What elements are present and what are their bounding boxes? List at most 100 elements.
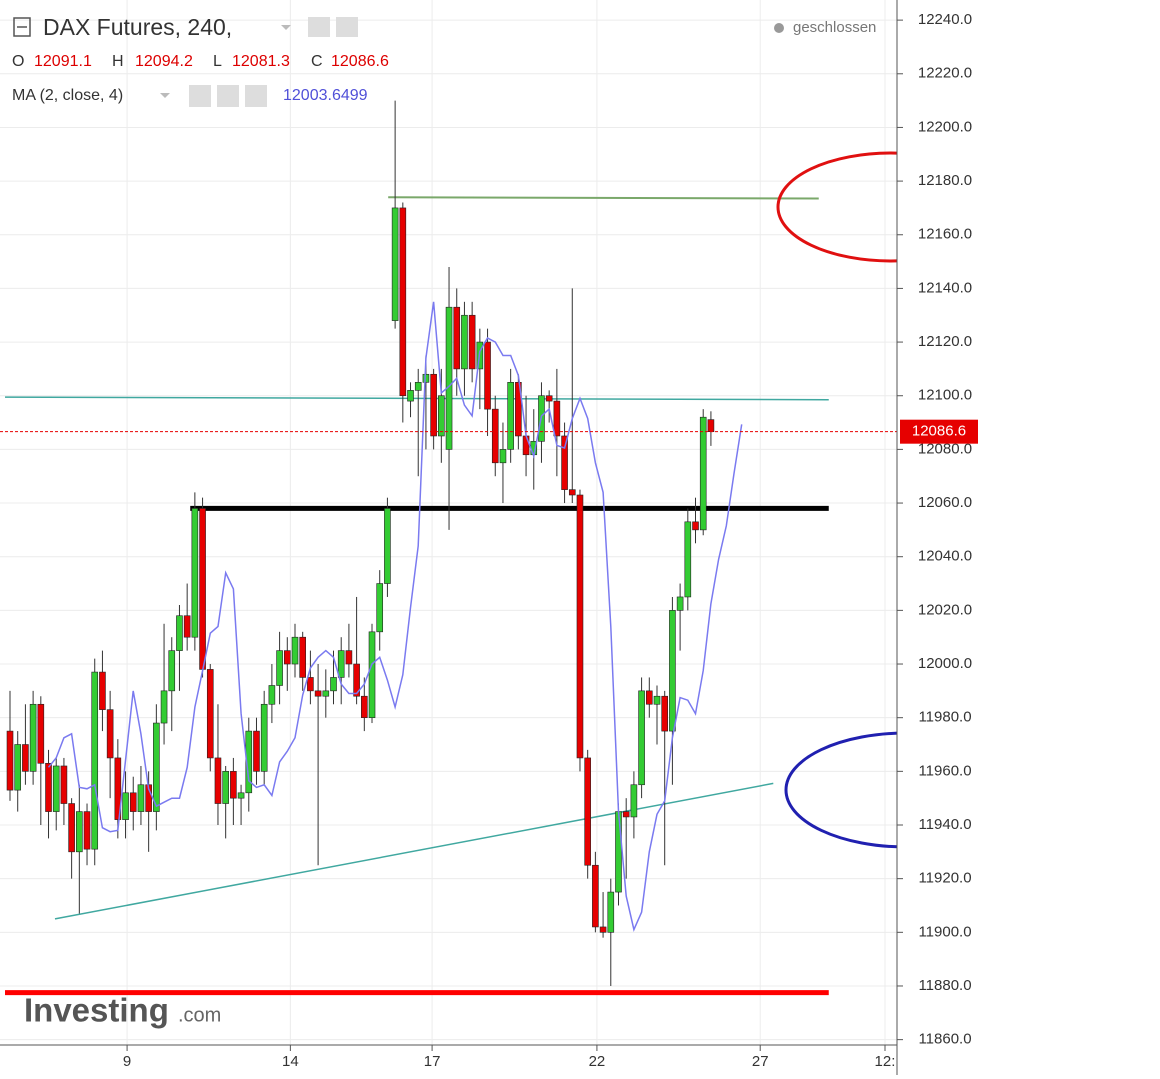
candle-body: [137, 784, 145, 812]
settings-icon[interactable]: [217, 85, 239, 107]
candle-body: [414, 382, 422, 391]
y-tick-label: 12000.0: [918, 655, 972, 672]
ohlc-letter: C: [311, 53, 323, 70]
candle-body: [52, 765, 60, 812]
candle-body: [692, 521, 699, 531]
candle-body: [283, 650, 291, 665]
candle-body: [6, 730, 14, 791]
y-tick-label: 11960.0: [918, 762, 971, 779]
candle-body: [345, 650, 353, 665]
ohlc-letter: O: [12, 53, 24, 70]
legend-entry: MA (2, close, 4): [12, 87, 123, 104]
candle-body: [91, 671, 99, 850]
settings-icon[interactable]: [336, 17, 358, 37]
candle-body: [199, 508, 206, 670]
status-dot: [774, 23, 784, 33]
y-tick-label: 12080.0: [918, 440, 972, 457]
grid: [0, 0, 897, 1045]
trend-line: [388, 196, 819, 200]
x-tick-label: 9: [123, 1053, 131, 1070]
candle-body: [468, 314, 476, 370]
candle-body: [99, 671, 106, 710]
y-tick-label: 12120.0: [918, 333, 972, 350]
candle-body: [206, 669, 214, 759]
axes: 11860.0 11880.0 11900.0 11920.0 11940.0 11960…: [123, 11, 978, 1070]
candle-body: [499, 449, 507, 464]
candle-body: [160, 690, 168, 724]
candle-body: [484, 341, 491, 410]
ohlc-letter: H: [112, 53, 124, 70]
candle-body: [183, 615, 191, 638]
y-tick-label: 12060.0: [918, 494, 972, 511]
watermark: .com: [178, 1004, 221, 1026]
candle-body: [253, 730, 260, 772]
candle-body: [615, 811, 622, 893]
candle-body: [29, 703, 37, 772]
ma-line: [47, 301, 743, 932]
candle-body: [376, 583, 384, 633]
candle-body: [22, 744, 29, 772]
candle-body: [576, 494, 584, 759]
candle-body: [291, 636, 299, 665]
y-tick-label: 11880.0: [918, 977, 971, 994]
candle-body: [76, 811, 83, 853]
ohlc-value: 12086.6: [331, 53, 389, 70]
x-tick-label: 14: [282, 1053, 299, 1070]
ohlc-letter: L: [213, 53, 222, 70]
ohlc-value: 12091.1: [34, 53, 92, 70]
y-tick-label: 11860.0: [918, 1031, 971, 1048]
candle-body: [622, 811, 630, 818]
candle-body: [361, 695, 368, 718]
dropdown-icon[interactable]: [281, 25, 291, 30]
plot: [0, 100, 897, 986]
dropdown-icon[interactable]: [160, 93, 170, 98]
ohlc-value: 12081.3: [232, 53, 290, 70]
candle-body: [230, 771, 237, 799]
candle-body: [592, 864, 599, 928]
close-icon[interactable]: [245, 85, 267, 107]
y-tick-label: 12140.0: [918, 279, 972, 296]
trend-line: [54, 782, 774, 920]
candle-body: [60, 765, 68, 804]
candle-body: [129, 792, 137, 812]
candle-body: [299, 636, 306, 678]
candle-body: [453, 306, 461, 370]
candle-body: [461, 314, 468, 370]
candle-body: [553, 400, 561, 437]
candle-body: [168, 650, 176, 692]
candle-body: [237, 792, 245, 799]
candle-body: [407, 390, 414, 402]
candle-body: [276, 650, 283, 686]
y-tick-label: 12200.0: [918, 118, 972, 135]
candle-body: [114, 757, 122, 820]
candle-body: [438, 395, 445, 437]
axis-background: [897, 0, 1160, 1079]
candle-body: [260, 703, 268, 772]
candle-body: [630, 784, 638, 818]
candle-body: [522, 435, 530, 456]
candle-body: [384, 508, 391, 584]
candle-body: [245, 730, 253, 794]
eye-icon[interactable]: [308, 17, 330, 37]
eye-icon[interactable]: [189, 85, 211, 107]
y-tick-label: 11980.0: [918, 709, 971, 726]
y-tick-label: 12180.0: [918, 172, 972, 189]
candle-body: [45, 762, 52, 812]
candle-body: [399, 207, 407, 397]
candle-body: [314, 690, 322, 697]
candle-body: [684, 521, 692, 598]
candle-body: [214, 757, 222, 804]
candle-body: [14, 744, 22, 791]
candle-body: [353, 663, 360, 697]
y-tick-label: 12160.0: [918, 226, 972, 243]
collapse-icon[interactable]: [13, 17, 31, 37]
legend-value: 12003.6499: [283, 87, 368, 104]
watermark: Investing: [24, 992, 169, 1029]
candle-body: [638, 690, 645, 786]
candle-body: [368, 631, 376, 718]
candle-body: [391, 207, 399, 321]
candle-body: [599, 926, 607, 933]
candle-body: [707, 419, 715, 432]
candle-body: [507, 382, 514, 450]
